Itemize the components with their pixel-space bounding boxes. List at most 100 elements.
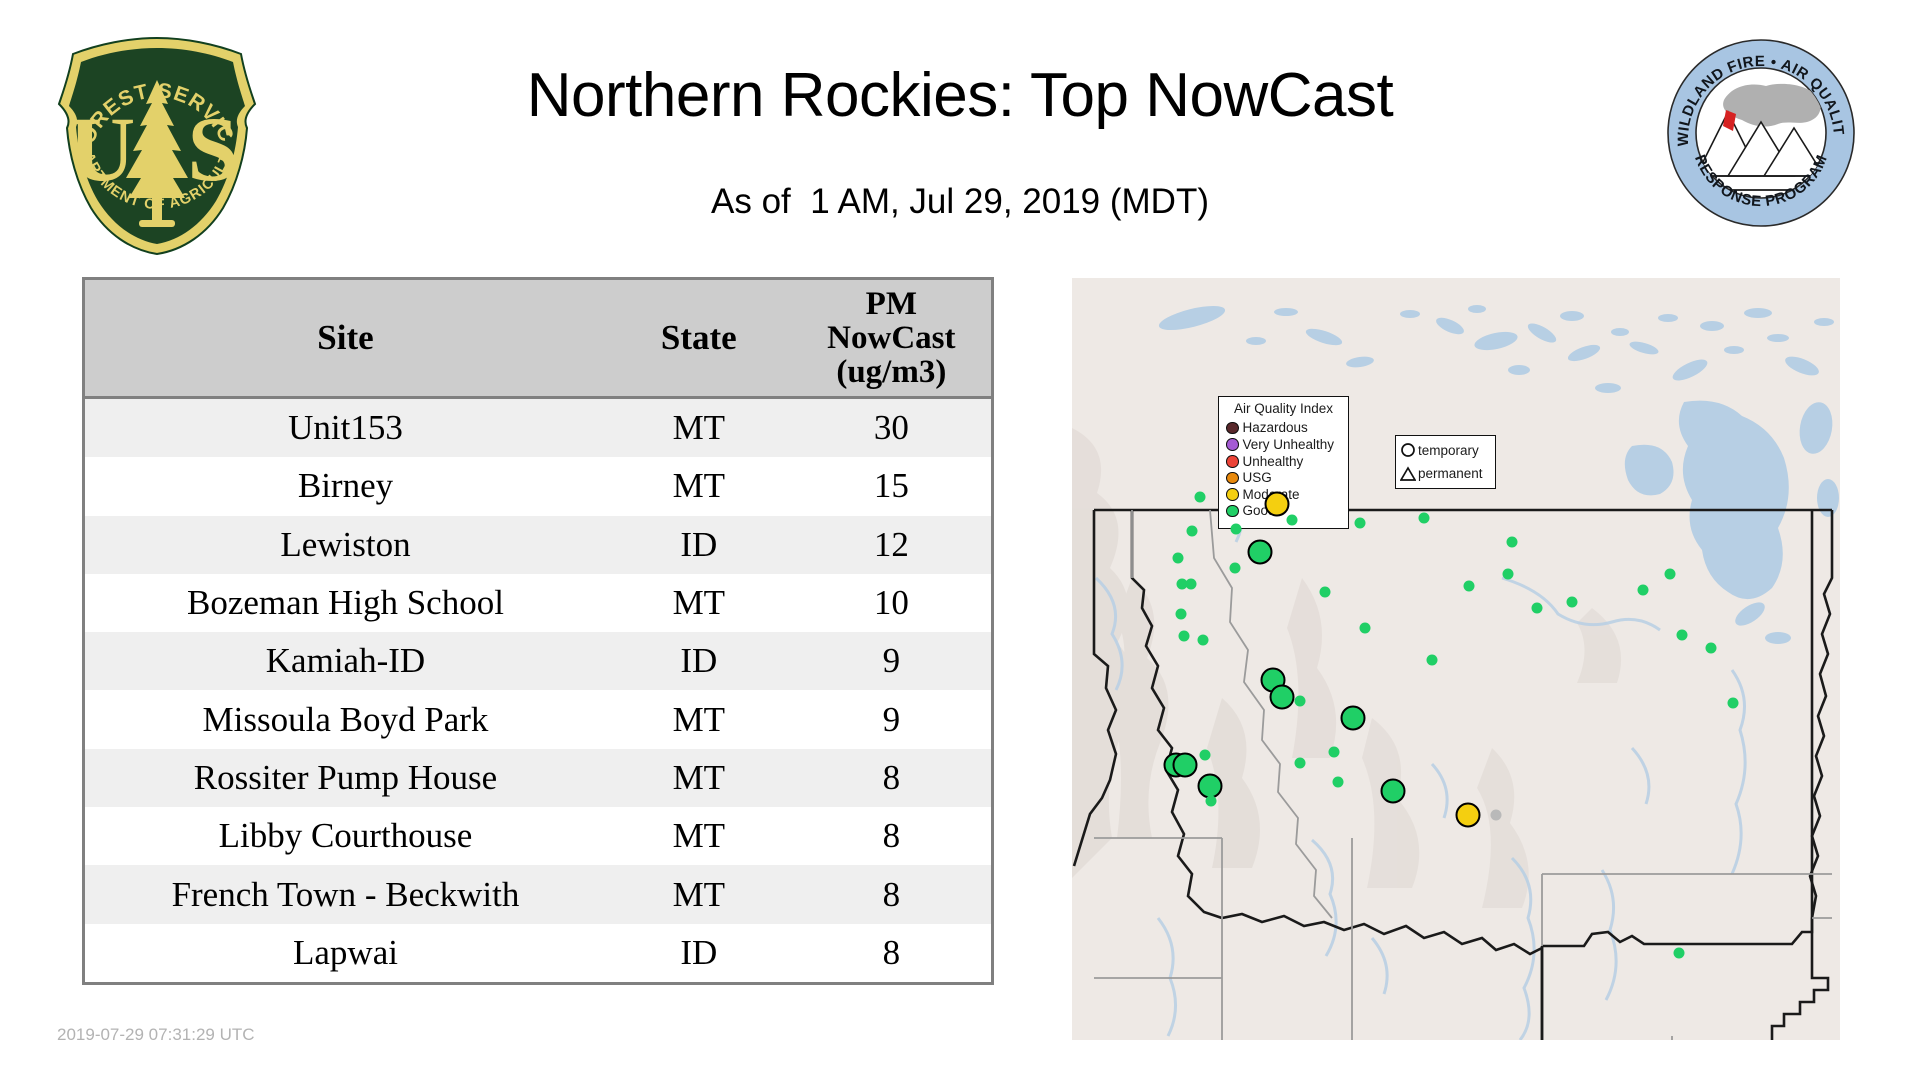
top-nowcast-table: Site State PM NowCast (ug/m3) Unit153 MT 3… — [82, 277, 994, 985]
cell-site: Rossiter Pump House — [193, 757, 498, 797]
map-basemap — [1072, 278, 1840, 1040]
aqi-swatch-icon — [1226, 504, 1239, 518]
monitor-marker[interactable] — [1673, 947, 1685, 959]
monitor-marker[interactable] — [1247, 539, 1273, 565]
cell-state: MT — [672, 816, 726, 856]
table-row: French Town - Beckwith MT 8 — [85, 865, 991, 924]
monitor-marker[interactable] — [1359, 622, 1371, 634]
cell-site: Missoula Boyd Park — [202, 699, 489, 739]
monitor-marker[interactable] — [1185, 578, 1197, 590]
smoke-plume-icon — [1723, 83, 1821, 127]
monitor-marker[interactable] — [1664, 568, 1676, 580]
table-row: Libby Courthouse MT 8 — [85, 807, 991, 866]
monitor-marker[interactable] — [1426, 654, 1438, 666]
monitor-marker[interactable] — [1172, 552, 1184, 564]
aqi-legend-item: Hazardous — [1226, 420, 1341, 437]
monitor-marker[interactable] — [1230, 523, 1242, 535]
monitor-marker[interactable] — [1197, 634, 1209, 646]
generation-timestamp: 2019-07-29 07:31:29 UTC — [57, 1025, 255, 1044]
cell-pm: 30 — [873, 408, 909, 448]
monitor-marker[interactable] — [1705, 642, 1717, 654]
monitor-marker[interactable] — [1502, 568, 1514, 580]
cell-state: MT — [672, 466, 726, 506]
usfs-shield-logo: FOREST SERVICE U S DEPARTMENT OF AGRICUL… — [47, 14, 260, 257]
cell-site: Kamiah-ID — [265, 641, 426, 681]
monitor-marker[interactable] — [1194, 491, 1206, 503]
water-bodies — [1158, 305, 1839, 644]
monitor-marker[interactable] — [1176, 578, 1188, 590]
monitor-marker[interactable] — [1418, 512, 1430, 524]
cell-pm: 8 — [882, 816, 901, 856]
monitor-marker[interactable] — [1380, 778, 1406, 804]
table-row: Lapwai ID 8 — [85, 923, 991, 982]
aqi-swatch-icon — [1226, 455, 1239, 468]
monitor-marker[interactable] — [1186, 525, 1198, 537]
permanent-triangle-icon — [1399, 465, 1417, 482]
monitor-marker[interactable] — [1340, 705, 1366, 731]
cell-state: ID — [680, 524, 718, 564]
monitor-marker[interactable] — [1531, 602, 1543, 614]
table-row: Unit153 MT 30 — [85, 397, 991, 458]
monitor-marker[interactable] — [1294, 757, 1306, 769]
table-header-row: Site State PM NowCast (ug/m3) — [85, 280, 991, 399]
air-quality-map[interactable]: Air Quality Index Hazardous Very Unhealth… — [1072, 278, 1840, 1040]
monitor-marker[interactable] — [1332, 776, 1344, 788]
aqi-legend-label: Hazardous — [1242, 420, 1308, 436]
usfs-monogram-u: U — [69, 98, 135, 200]
monitor-marker[interactable] — [1229, 562, 1241, 574]
monitor-marker[interactable] — [1490, 809, 1502, 821]
aqi-legend-item: USG — [1226, 470, 1341, 487]
monitor-marker[interactable] — [1264, 491, 1290, 517]
county-boundaries — [1094, 509, 1832, 1040]
monitor-marker[interactable] — [1199, 749, 1211, 761]
aqi-legend: Air Quality Index Hazardous Very Unhealth… — [1218, 396, 1349, 529]
cell-pm: 8 — [882, 932, 901, 972]
cell-state: MT — [672, 874, 726, 914]
cell-site: Unit153 — [288, 408, 403, 448]
table-row: Missoula Boyd Park MT 9 — [85, 690, 991, 749]
cell-state: MT — [672, 408, 726, 448]
column-header-site: Site — [85, 280, 606, 399]
pine-tree-icon — [126, 80, 188, 227]
aqi-swatch-icon — [1226, 438, 1239, 451]
monitor-marker[interactable] — [1566, 596, 1578, 608]
cell-state: ID — [680, 932, 718, 972]
pm-header-line-3: (ug/m3) — [836, 354, 947, 391]
table-row: Rossiter Pump House MT 8 — [85, 748, 991, 808]
wfaqrp-logo: WILDLAND FIRE • AIR QUALITY RESPONSE PRO… — [1661, 25, 1856, 228]
monitor-marker[interactable] — [1269, 684, 1295, 710]
monitor-marker[interactable] — [1328, 746, 1340, 758]
symbol-legend-label-permanent: permanent — [1418, 465, 1483, 481]
table-row: Bozeman High School MT 10 — [85, 573, 991, 633]
symbol-legend: temporary permanent — [1395, 435, 1496, 489]
cell-pm: 8 — [882, 757, 901, 797]
aqi-swatch-icon — [1226, 421, 1239, 435]
monitor-marker[interactable] — [1178, 630, 1190, 642]
cell-pm: 15 — [873, 466, 909, 506]
cell-site: Lapwai — [293, 932, 398, 972]
monitor-marker[interactable] — [1197, 773, 1223, 799]
column-header-pm-nowcast: PM NowCast (ug/m3) — [791, 280, 991, 399]
monitor-marker[interactable] — [1463, 580, 1475, 592]
monitor-marker[interactable] — [1294, 695, 1306, 707]
monitor-marker[interactable] — [1676, 629, 1688, 641]
monitor-marker[interactable] — [1506, 536, 1518, 548]
pm-header-line-1: PM — [865, 285, 917, 322]
monitor-markers-layer — [1072, 278, 1840, 1040]
monitor-marker[interactable] — [1286, 514, 1298, 526]
cell-state: MT — [672, 583, 726, 623]
monitor-marker[interactable] — [1727, 697, 1739, 709]
monitor-marker[interactable] — [1175, 608, 1187, 620]
table-row: Birney MT 15 — [85, 457, 991, 516]
cell-site: Bozeman High School — [187, 583, 504, 623]
cell-pm: 9 — [882, 641, 901, 681]
monitor-marker[interactable] — [1319, 586, 1331, 598]
table-body: Unit153 MT 30 Birney MT 15 Lewiston ID 12 Bozeman… — [85, 397, 991, 982]
monitor-marker[interactable] — [1354, 517, 1366, 529]
monitor-marker[interactable] — [1455, 802, 1481, 828]
monitor-marker[interactable] — [1637, 584, 1649, 596]
aqi-swatch-icon — [1226, 488, 1239, 501]
table-row: Kamiah-ID ID 9 — [85, 632, 991, 691]
monitor-marker[interactable] — [1172, 752, 1198, 778]
monitor-marker[interactable] — [1205, 795, 1217, 807]
